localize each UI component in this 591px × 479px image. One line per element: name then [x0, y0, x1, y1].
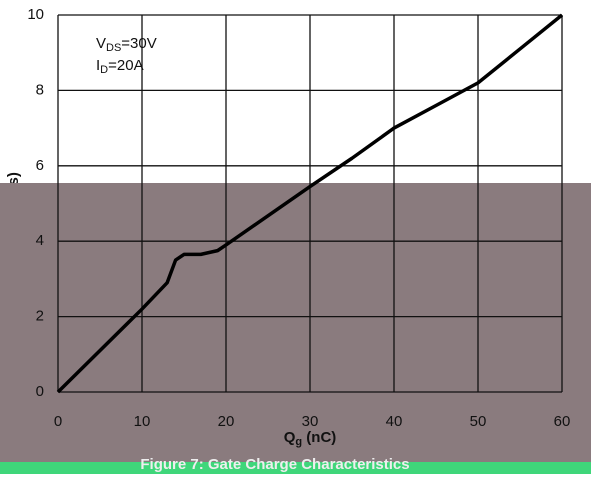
- y-tick-label: 6: [36, 157, 44, 174]
- y-tick-label: 4: [36, 232, 44, 249]
- overlay-panel: [0, 183, 591, 463]
- y-tick-label: 0: [36, 383, 44, 400]
- x-tick-label: 30: [302, 413, 319, 430]
- x-tick-label: 50: [470, 413, 487, 430]
- x-tick-label: 10: [134, 413, 151, 430]
- x-tick-label: 40: [386, 413, 403, 430]
- x-tick-label: 20: [218, 413, 235, 430]
- plot-area: 0 2 4 6 8 10 0 10 20 30 40 50 60: [27, 6, 570, 430]
- data-line: [56, 13, 564, 394]
- y-tick-label: 8: [36, 81, 44, 98]
- chart-title: Figure 7: Gate Charge Characteristics: [140, 456, 409, 473]
- annotation: ID=20A: [96, 57, 144, 76]
- x-tick-label: 0: [54, 413, 62, 430]
- bottom-strip: [0, 462, 591, 474]
- x-axis-label: Qg (nC): [284, 429, 337, 448]
- annotation: VDS=30V: [96, 35, 157, 54]
- x-tick-label: 60: [554, 413, 571, 430]
- y-tick-label: 10: [27, 6, 44, 23]
- y-tick-label: 2: [36, 308, 44, 325]
